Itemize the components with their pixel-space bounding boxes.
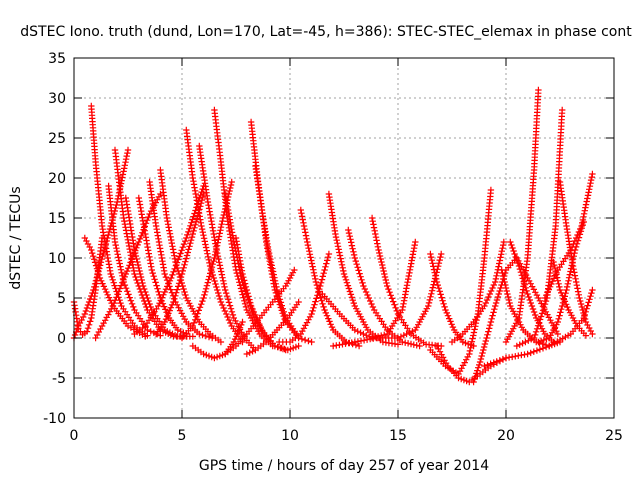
series-markers [345, 226, 423, 350]
data-series [368, 214, 445, 350]
y-tick-label: 20 [48, 171, 66, 187]
series-markers [276, 250, 333, 346]
series-markers [448, 238, 507, 346]
y-tick-label: 35 [48, 51, 66, 67]
data-series [196, 142, 259, 354]
y-tick-label: 10 [48, 251, 66, 267]
data-series [243, 298, 302, 358]
series-markers [135, 194, 190, 338]
data-series [481, 286, 596, 370]
data-series [513, 106, 566, 350]
x-tick-label: 5 [178, 428, 187, 444]
y-tick-label: -5 [52, 371, 66, 387]
data-series [502, 86, 542, 346]
data-series [81, 234, 149, 340]
data-series [232, 234, 302, 354]
series-markers [481, 286, 596, 370]
axis-ticks: 0 5 10 15 20 25 -10 -5 0 5 10 15 20 25 30 35 [43, 51, 623, 444]
data-series [222, 266, 298, 358]
series-markers [319, 238, 419, 342]
series-markers [183, 126, 246, 346]
data-series [276, 250, 333, 346]
y-tick-label: -10 [43, 411, 66, 427]
x-tick-label: 10 [281, 428, 299, 444]
data-marks [70, 86, 596, 386]
chart-title: dSTEC Iono. truth (dund, Lon=170, Lat=-4… [20, 24, 632, 40]
plot-frame [73, 57, 615, 419]
data-series [345, 226, 423, 350]
x-axis-label: GPS time / hours of day 257 of year 2014 [199, 458, 489, 474]
series-markers [550, 258, 590, 339]
data-series [111, 146, 190, 340]
x-tick-label: 25 [605, 428, 623, 444]
data-series [135, 194, 190, 338]
series-markers [232, 234, 302, 354]
series-markers [513, 106, 566, 350]
data-series [448, 238, 507, 346]
data-series [325, 190, 402, 348]
data-series [183, 126, 246, 346]
y-tick-label: 15 [48, 211, 66, 227]
y-tick-label: 0 [57, 331, 66, 347]
data-series [550, 258, 590, 339]
series-markers [368, 214, 445, 350]
series-markers [222, 266, 298, 358]
data-series [319, 238, 419, 342]
x-tick-label: 15 [389, 428, 407, 444]
series-markers [556, 178, 596, 338]
series-markers [111, 146, 190, 340]
y-tick-label: 25 [48, 131, 66, 147]
data-series [211, 106, 276, 350]
y-tick-label: 30 [48, 91, 66, 107]
series-markers [81, 234, 149, 340]
series-markers [330, 250, 445, 350]
series-markers [131, 182, 207, 338]
x-tick-label: 20 [497, 428, 515, 444]
data-series [131, 182, 207, 338]
series-markers [502, 86, 542, 346]
series-markers [211, 106, 276, 350]
data-series [556, 178, 596, 338]
data-series [330, 250, 445, 350]
series-markers [243, 298, 302, 358]
series-markers [196, 142, 259, 354]
x-tick-label: 0 [70, 428, 79, 444]
y-tick-label: 5 [57, 291, 66, 307]
series-markers [325, 190, 402, 348]
y-axis-label: dSTEC / TECUs [8, 186, 24, 289]
